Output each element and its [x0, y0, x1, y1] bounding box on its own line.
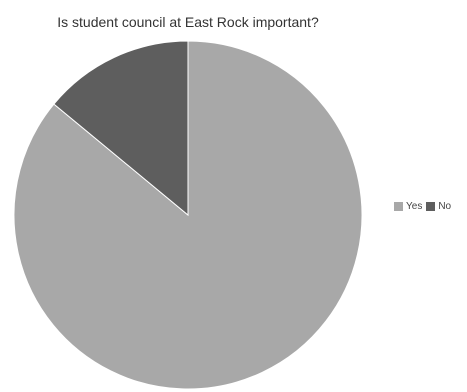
legend-swatch-no [426, 202, 436, 211]
chart-legend: Yes No [394, 201, 455, 212]
chart-title: Is student council at East Rock importan… [57, 14, 319, 30]
legend-item-yes: Yes [394, 201, 422, 212]
pie-slice-no [53, 40, 189, 217]
legend-label-yes: Yes [406, 201, 423, 212]
legend-label-no: No [438, 201, 452, 212]
legend-swatch-yes [394, 202, 403, 211]
pie-chart [13, 40, 363, 390]
legend-item-no: No [426, 201, 451, 212]
